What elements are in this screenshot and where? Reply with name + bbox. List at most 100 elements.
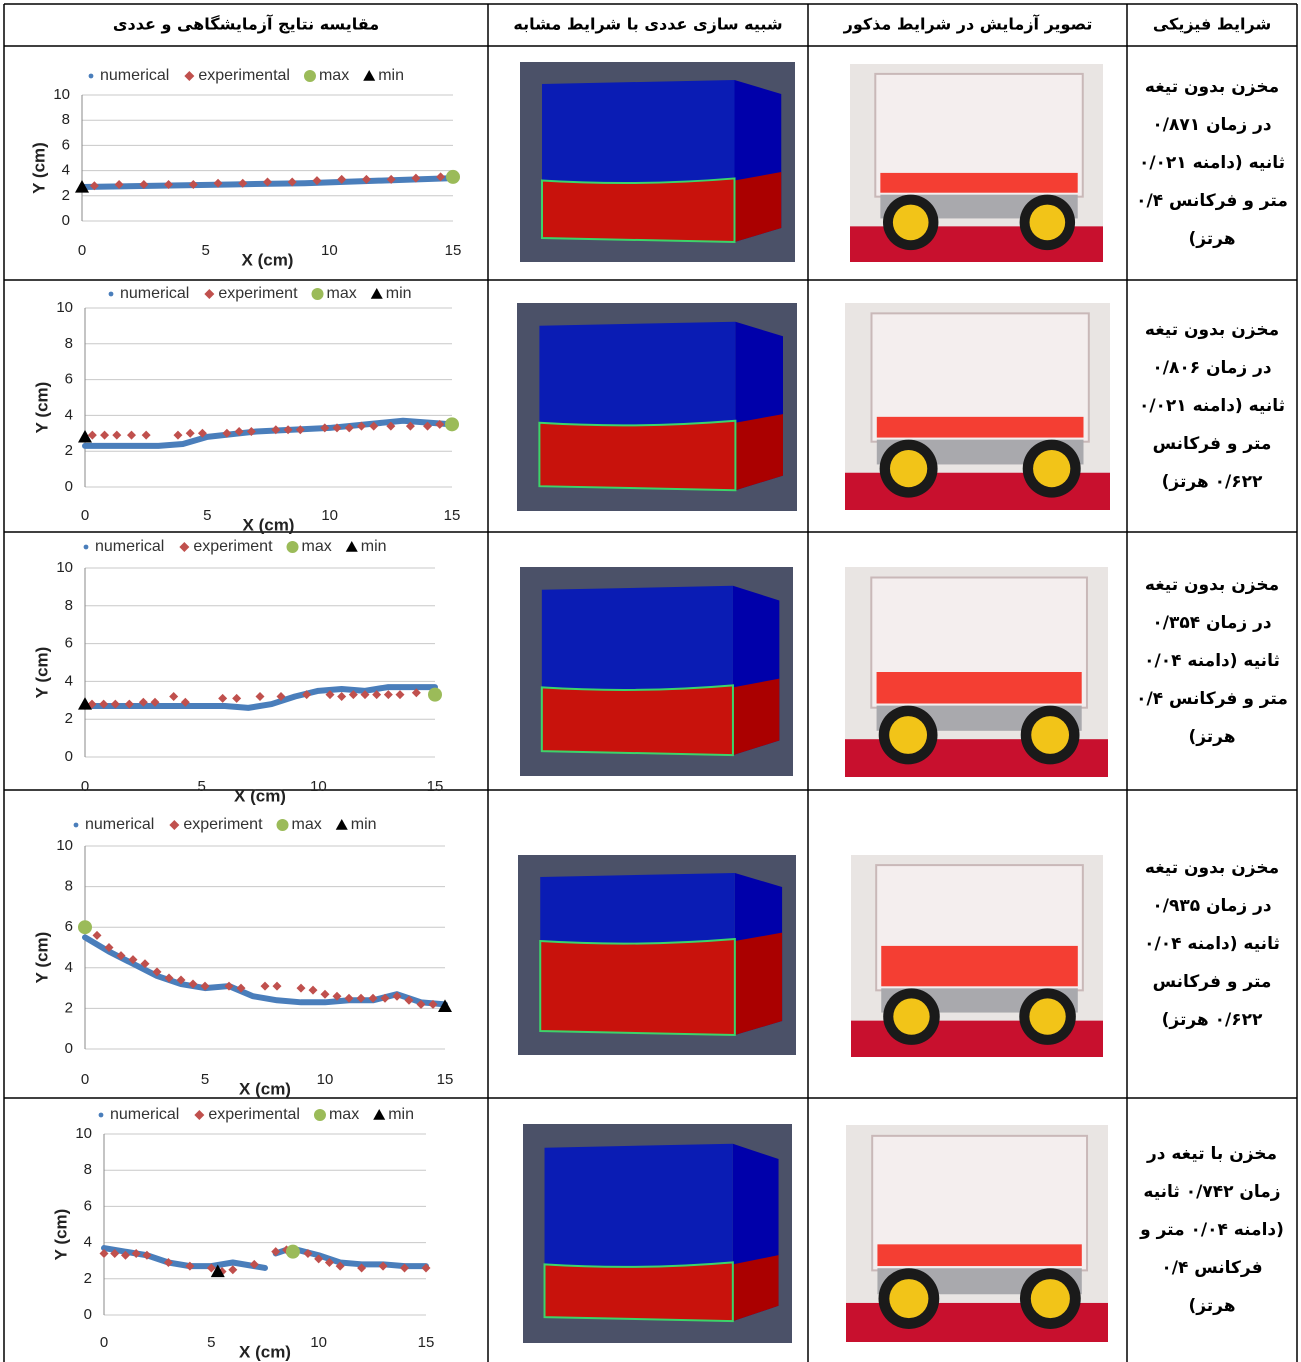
- data-point: [405, 421, 415, 431]
- condition-line: متر و فرکانس: [1153, 972, 1272, 992]
- tank-water: [876, 672, 1082, 704]
- data-point: [428, 687, 442, 702]
- data-point: [286, 541, 299, 553]
- x-tick-label: 0: [81, 507, 89, 524]
- data-point: [124, 699, 134, 709]
- data-point: [176, 975, 186, 985]
- header: شرایط فیزیکی: [1153, 15, 1271, 34]
- condition-line: هرتز): [1188, 727, 1235, 747]
- data-point: [236, 983, 246, 993]
- condition-line: در زمان ۰/۸۰۶: [1152, 358, 1272, 378]
- data-point: [369, 421, 379, 431]
- legend-label: numerical: [120, 285, 189, 302]
- y-tick-label: 4: [65, 406, 73, 423]
- data-point: [295, 425, 305, 435]
- data-point: [421, 1263, 431, 1273]
- condition-line: (دامنه ۰/۰۴ متر و: [1139, 1220, 1284, 1240]
- legend-label: experiment: [218, 285, 298, 302]
- y-tick-label: 0: [65, 1040, 73, 1057]
- legend-label: min: [388, 1106, 414, 1123]
- legend-label: max: [302, 538, 332, 555]
- y-tick-label: 10: [75, 1125, 92, 1142]
- simulation-image: [517, 303, 797, 511]
- data-point: [400, 1263, 410, 1273]
- y-tick-label: 2: [84, 1270, 92, 1287]
- data-point: [204, 289, 215, 299]
- data-point: [411, 688, 421, 698]
- header: مقایسه نتایج آزمایشگاهی و عددی: [113, 14, 379, 34]
- data-point: [238, 178, 248, 188]
- y-tick-label: 2: [65, 710, 73, 727]
- y-axis-label: Y (cm): [29, 142, 48, 194]
- data-point: [356, 993, 366, 1003]
- simulation-image: [523, 1124, 792, 1343]
- data-point: [78, 920, 92, 935]
- y-tick-label: 10: [56, 837, 73, 854]
- condition-line: ثانیه (دامنه ۰/۰۴: [1144, 651, 1280, 671]
- data-point: [276, 692, 286, 702]
- x-tick-label: 0: [81, 1071, 89, 1088]
- data-point: [152, 967, 162, 977]
- legend-marker: [98, 1112, 104, 1118]
- data-point: [335, 819, 348, 830]
- y-tick-label: 6: [65, 635, 73, 652]
- legend-label: experimental: [198, 67, 290, 84]
- x-tick-label: 10: [321, 242, 338, 259]
- data-point: [131, 1248, 141, 1258]
- data-point: [386, 174, 396, 184]
- data-point: [324, 1258, 334, 1268]
- data-point: [438, 999, 452, 1012]
- simulation-image: [520, 567, 793, 776]
- data-point: [75, 179, 89, 193]
- sim-side-liquid: [735, 414, 783, 491]
- data-point: [395, 690, 405, 700]
- x-tick-label: 15: [427, 778, 444, 795]
- chart: 0 2 4 6 8 10 0 5 10 15 X (cm) Y (cm) numerical experi…: [32, 816, 453, 1098]
- sim-liquid: [538, 419, 737, 492]
- condition-line: ثانیه (دامنه ۰/۰۴: [1144, 934, 1280, 954]
- y-tick-label: 0: [84, 1306, 92, 1323]
- x-tick-label: 5: [201, 1071, 209, 1088]
- legend-label: experiment: [183, 816, 263, 833]
- header: شبیه سازی عددی با شرایط مشابه: [513, 15, 782, 34]
- data-point: [287, 177, 297, 187]
- x-tick-label: 5: [203, 507, 211, 524]
- x-axis-label: X (cm): [239, 1079, 291, 1098]
- wheel-hub: [1030, 1279, 1070, 1319]
- y-tick-label: 4: [62, 162, 70, 179]
- data-point: [246, 427, 256, 437]
- y-tick-label: 10: [53, 86, 70, 103]
- data-point: [320, 989, 330, 999]
- x-tick-label: 10: [321, 507, 338, 524]
- data-point: [335, 1261, 345, 1271]
- data-point: [276, 819, 289, 831]
- condition-line: ثانیه (دامنه ۰/۰۲۱: [1139, 396, 1285, 416]
- data-point: [163, 1258, 173, 1268]
- data-point: [373, 1109, 386, 1120]
- experiment-photo: [845, 567, 1108, 777]
- sim-side-liquid: [732, 678, 780, 756]
- data-point: [271, 1247, 281, 1257]
- y-tick-label: 0: [62, 212, 70, 229]
- data-point: [138, 697, 148, 707]
- data-point: [128, 955, 138, 965]
- tank-water: [877, 1244, 1082, 1267]
- data-point: [188, 979, 198, 989]
- data-point: [126, 430, 136, 440]
- sim-liquid: [540, 684, 734, 757]
- data-point: [344, 993, 354, 1003]
- condition-line: فرکانس ۰/۴: [1161, 1258, 1262, 1278]
- data-point: [78, 429, 92, 443]
- wheel-hub: [892, 204, 929, 241]
- y-axis-label: Y (cm): [32, 932, 51, 984]
- y-axis-label: Y (cm): [51, 1209, 70, 1261]
- table-borders: [3, 3, 1298, 1362]
- y-tick-label: 8: [65, 335, 73, 352]
- data-point: [325, 690, 335, 700]
- data-point: [110, 1248, 120, 1258]
- y-tick-label: 10: [56, 559, 73, 576]
- experiment-photo: [845, 303, 1110, 510]
- y-tick-label: 8: [65, 597, 73, 614]
- x-tick-label: 0: [81, 778, 89, 795]
- legend-label: numerical: [95, 538, 164, 555]
